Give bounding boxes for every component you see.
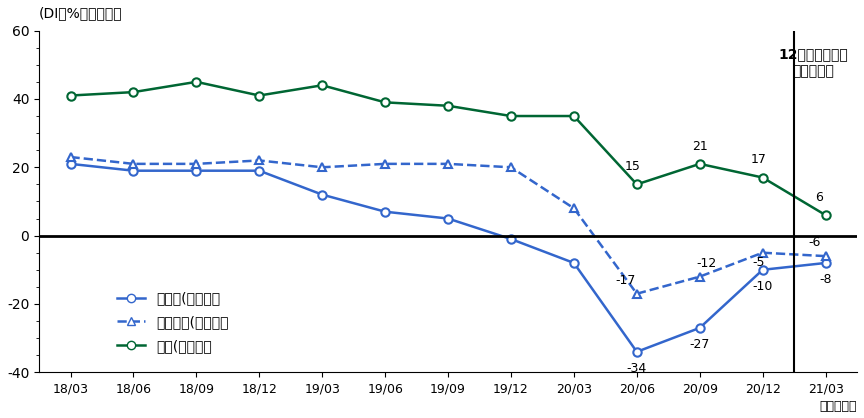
Text: -17: -17: [615, 274, 636, 287]
製造業(大企業）: [632, 349, 642, 354]
Legend: 製造業(大企業）, 非製造業(大企業）, 建設(大企業）: 製造業(大企業）, 非製造業(大企業）, 建設(大企業）: [111, 286, 234, 359]
非製造業(大企業）: [380, 161, 391, 166]
製造業(大企業）: [821, 260, 831, 265]
Text: （四半期）: （四半期）: [820, 400, 857, 413]
建設(大企業）: [443, 103, 454, 108]
Line: 非製造業(大企業）: 非製造業(大企業）: [67, 153, 829, 298]
Text: 15: 15: [625, 160, 640, 173]
Text: -10: -10: [753, 280, 773, 293]
建設(大企業）: [695, 161, 705, 166]
Text: -12: -12: [696, 257, 717, 270]
非製造業(大企業）: [254, 158, 264, 163]
Text: -34: -34: [626, 362, 647, 375]
製造業(大企業）: [443, 216, 454, 221]
非製造業(大企業）: [632, 291, 642, 296]
Text: 17: 17: [751, 153, 766, 166]
建設(大企業）: [317, 83, 327, 88]
Text: -27: -27: [689, 338, 710, 351]
非製造業(大企業）: [695, 274, 705, 279]
建設(大企業）: [569, 114, 579, 119]
Line: 製造業(大企業）: 製造業(大企業）: [67, 160, 829, 356]
建設(大企業）: [505, 114, 516, 119]
製造業(大企業）: [254, 168, 264, 173]
非製造業(大企業）: [758, 250, 768, 255]
建設(大企業）: [191, 79, 201, 84]
建設(大企業）: [128, 89, 138, 94]
製造業(大企業）: [66, 161, 76, 166]
Line: 建設(大企業）: 建設(大企業）: [67, 78, 829, 219]
建設(大企業）: [821, 213, 831, 218]
建設(大企業）: [380, 100, 391, 105]
非製造業(大企業）: [317, 165, 327, 170]
製造業(大企業）: [317, 192, 327, 197]
製造業(大企業）: [758, 267, 768, 272]
製造業(大企業）: [380, 209, 391, 214]
Text: (DI、%ポイント）: (DI、%ポイント）: [39, 6, 123, 20]
建設(大企業）: [66, 93, 76, 98]
非製造業(大企業）: [569, 206, 579, 211]
製造業(大企業）: [569, 260, 579, 265]
非製造業(大企業）: [66, 155, 76, 160]
建設(大企業）: [632, 182, 642, 187]
非製造業(大企業）: [128, 161, 138, 166]
非製造業(大企業）: [191, 161, 201, 166]
Text: 12月調査による
先行き判断: 12月調査による 先行き判断: [778, 48, 848, 78]
製造業(大企業）: [191, 168, 201, 173]
非製造業(大企業）: [821, 254, 831, 259]
建設(大企業）: [758, 175, 768, 180]
製造業(大企業）: [128, 168, 138, 173]
非製造業(大企業）: [443, 161, 454, 166]
建設(大企業）: [254, 93, 264, 98]
Text: -8: -8: [819, 273, 832, 285]
Text: 21: 21: [692, 140, 708, 153]
Text: 6: 6: [815, 191, 823, 204]
製造業(大企業）: [505, 237, 516, 242]
Text: -6: -6: [809, 236, 821, 249]
製造業(大企業）: [695, 325, 705, 330]
非製造業(大企業）: [505, 165, 516, 170]
Text: -5: -5: [753, 256, 765, 269]
